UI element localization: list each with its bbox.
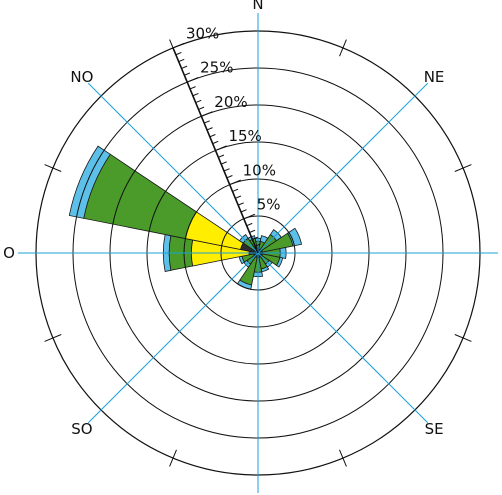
radial-axis: 5% 10% 15% 20% 25% 30% <box>172 25 281 254</box>
radial-tick <box>192 92 199 97</box>
radial-tick <box>220 161 227 165</box>
radial-tick <box>198 106 205 110</box>
radial-tick <box>235 195 242 199</box>
direction-label-s: S <box>253 493 263 495</box>
radial-tick <box>249 229 256 233</box>
radial-tick-label: 30% <box>186 25 219 43</box>
outer-tick <box>339 449 347 467</box>
outer-tick <box>454 164 472 172</box>
radial-tick <box>254 243 261 247</box>
radial-tick <box>172 42 185 49</box>
radial-tick <box>178 58 185 63</box>
radial-tick <box>226 175 233 179</box>
radial-tick <box>240 209 247 213</box>
radial-tick <box>181 65 188 69</box>
radial-tick <box>215 145 227 151</box>
direction-label-se: SE <box>425 420 444 438</box>
outer-tick <box>44 164 62 172</box>
radial-tick-label: 5% <box>257 195 281 213</box>
outer-tick <box>454 334 472 342</box>
direction-label-so: SO <box>71 420 92 438</box>
radial-tick-label: 15% <box>228 127 261 145</box>
radial-tick <box>187 77 199 83</box>
sector-ono <box>68 145 259 254</box>
radial-tick <box>229 179 241 186</box>
radial-tick <box>195 99 202 104</box>
radial-tick <box>218 154 225 158</box>
radial-tick <box>175 51 182 56</box>
outer-tick <box>44 334 62 342</box>
radial-tick <box>206 127 213 131</box>
radial-tick-label: 10% <box>243 161 276 179</box>
radial-tick-label: 25% <box>200 59 233 77</box>
direction-label-no: NO <box>70 68 93 86</box>
direction-label-o: O <box>3 244 15 262</box>
direction-label-ne: NE <box>424 68 445 86</box>
radial-tick <box>246 222 253 227</box>
outer-tick <box>169 449 177 467</box>
radial-tick <box>232 188 239 192</box>
radial-tick <box>243 213 256 220</box>
radial-tick <box>223 168 230 172</box>
radial-tick <box>252 236 259 240</box>
radial-tick <box>201 111 213 117</box>
radial-tick <box>237 202 244 206</box>
radial-tick <box>184 72 191 76</box>
radial-tick <box>203 120 210 124</box>
radial-tick <box>189 86 196 90</box>
radial-tick <box>212 140 219 145</box>
radial-tick-label: 20% <box>214 93 247 111</box>
outer-tick <box>339 39 347 57</box>
radial-tick <box>209 134 216 138</box>
direction-labels: NNEESESSOONO <box>3 0 445 495</box>
direction-label-n: N <box>252 0 263 13</box>
